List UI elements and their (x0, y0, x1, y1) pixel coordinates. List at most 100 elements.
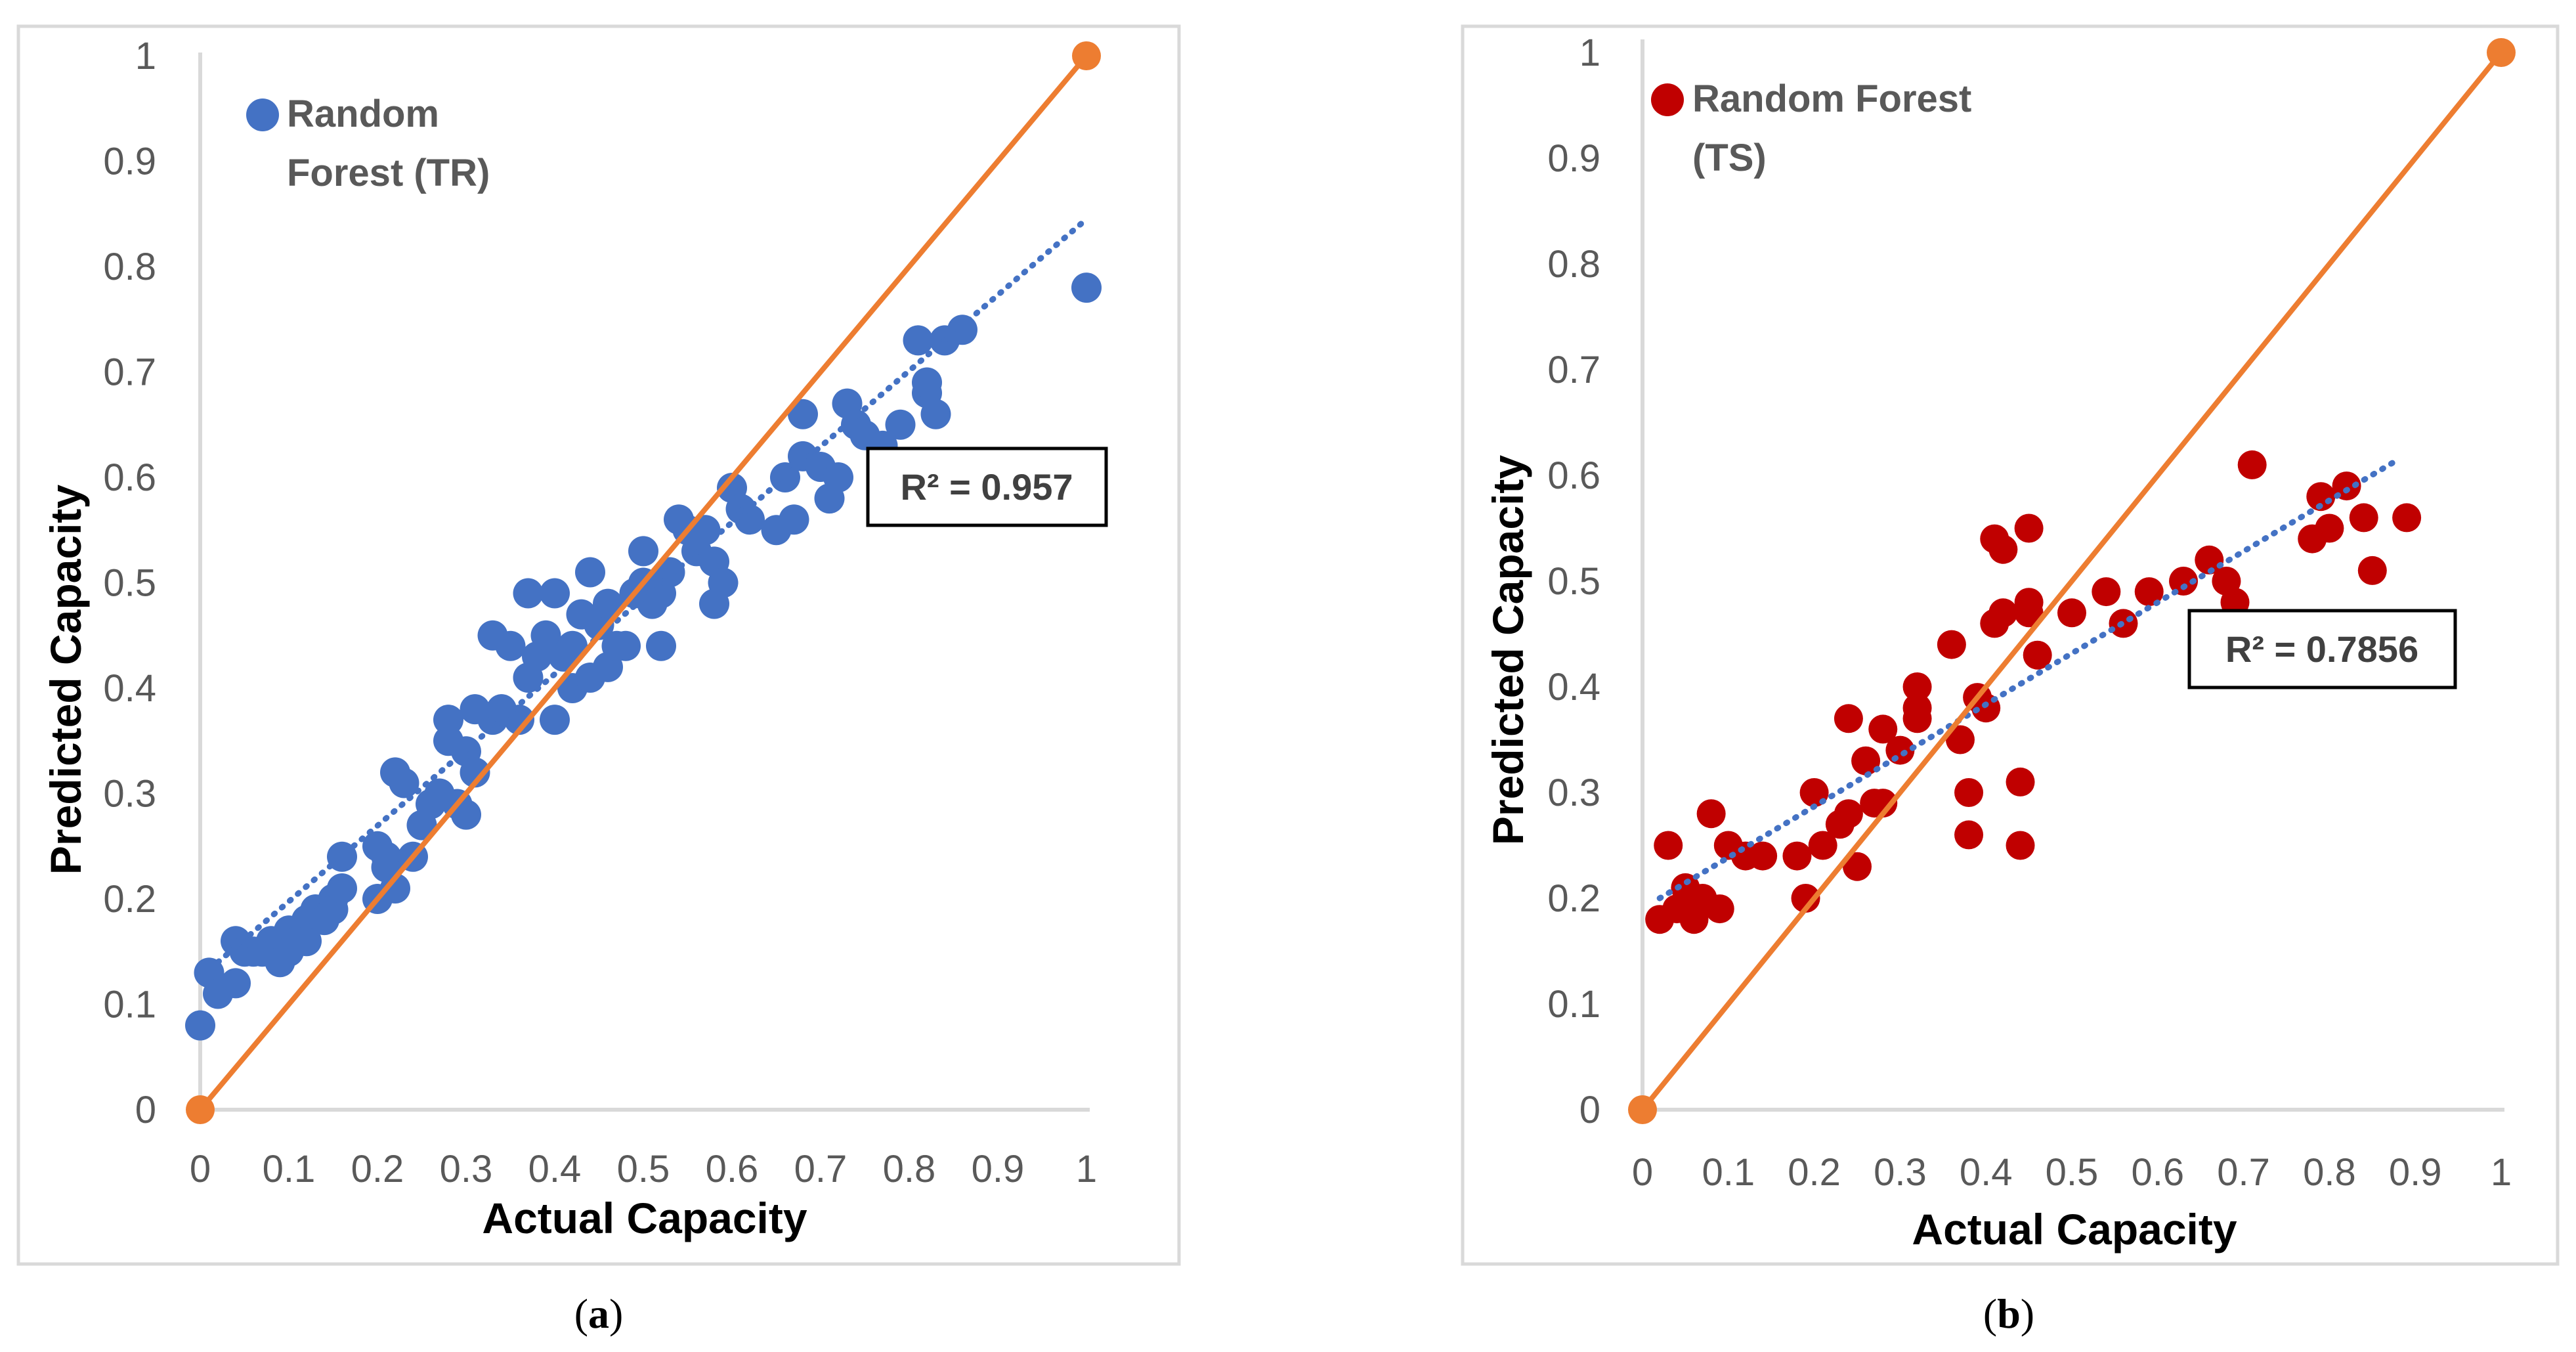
data-point (1748, 841, 1778, 871)
data-point (2237, 450, 2267, 479)
x-tick-labels: 0 0.1 0.2 0.3 0.4 0.5 0.6 0.7 0.8 0.9 1 (190, 1148, 1097, 1190)
data-point (885, 409, 916, 440)
x-tick-label: 0.3 (440, 1148, 493, 1190)
data-point (903, 325, 934, 356)
legend-label-line2: (TS) (1692, 137, 1767, 179)
data-point (504, 705, 534, 735)
data-point (1843, 852, 1872, 881)
data-point (2349, 503, 2378, 533)
data-point (2092, 577, 2121, 607)
x-tick-label: 0.2 (1788, 1151, 1841, 1194)
x-tick-label: 0.7 (794, 1148, 848, 1190)
data-point (1705, 894, 1734, 924)
chart-frame (16, 24, 1181, 1266)
x-tick-label: 0.9 (2389, 1151, 2442, 1194)
r2-annotation: R² = 0.7856 (2187, 609, 2457, 689)
x-tick-label: 0 (1632, 1151, 1653, 1194)
x-tick-label: 0.8 (883, 1148, 936, 1190)
data-point (1902, 672, 1932, 701)
data-point (530, 620, 561, 651)
data-point (2315, 513, 2344, 543)
r2-label: R² = 0.957 (900, 466, 1073, 508)
y-tick-label: 0 (1579, 1089, 1600, 1131)
y-tick-label: 0.5 (103, 562, 156, 605)
y-tick-label: 0.3 (103, 773, 156, 816)
data-point (540, 705, 570, 735)
x-tick-label: 0.4 (1960, 1151, 2013, 1194)
data-point (1834, 799, 1863, 829)
data-point (1696, 799, 1726, 829)
y-tick-label: 0.8 (1547, 243, 1600, 286)
y-tick-label: 0.3 (1547, 772, 1600, 814)
data-point (327, 873, 357, 904)
data-point (1782, 841, 1812, 871)
data-point (1954, 820, 1984, 850)
y-tick-label: 0.8 (103, 246, 156, 288)
r2-box (2187, 609, 2457, 689)
data-point (451, 799, 481, 830)
data-point (912, 367, 942, 398)
data-point (646, 630, 676, 661)
legend-marker (246, 98, 279, 131)
data-point (433, 705, 463, 735)
x-tick-label: 0.8 (2303, 1151, 2356, 1194)
r2-box (866, 447, 1108, 527)
data-point (593, 588, 623, 619)
data-point (2006, 831, 2035, 860)
data-point (947, 315, 977, 345)
x-tick-label: 0.6 (2131, 1151, 2184, 1194)
data-point (460, 757, 490, 788)
x-tick-label: 0.2 (351, 1148, 404, 1190)
y-tick-label: 0.6 (103, 456, 156, 499)
data-point (540, 578, 570, 609)
y-tick-label: 0.1 (1547, 983, 1600, 1026)
plot-area (1628, 38, 2516, 1124)
data-point (1791, 884, 1820, 913)
data-point (2357, 556, 2387, 585)
identity-line (1640, 51, 2504, 1112)
x-axis-title: Actual Capacity (1912, 1205, 2237, 1254)
legend-marker (1651, 83, 1684, 116)
x-tick-label: 0.6 (706, 1148, 759, 1190)
chart-panel-a: 0 0.1 0.2 0.3 0.4 0.5 0.6 0.7 0.8 0.9 1 0 0.1 0.2 0.3… (16, 24, 1181, 1337)
x-tick-label: 0.4 (528, 1148, 582, 1190)
data-point (575, 557, 605, 588)
data-point (823, 462, 853, 492)
y-tick-label: 0.7 (1547, 349, 1600, 391)
legend-label-line1: Random Forest (1692, 77, 1971, 120)
data-point (1071, 273, 1102, 303)
y-axis-title: Predicted Capacity (1484, 455, 1532, 846)
data-point (1945, 725, 1975, 754)
y-tick-label: 0.5 (1547, 560, 1600, 603)
y-tick-label: 0.7 (103, 351, 156, 394)
data-point (1937, 630, 1966, 659)
data-point (1868, 789, 1898, 818)
y-tick-label: 0 (135, 1089, 156, 1131)
y-tick-label: 0.9 (1547, 137, 1600, 180)
data-point (788, 399, 818, 429)
caption: (a) (574, 1290, 624, 1337)
x-tick-label: 0.1 (263, 1148, 316, 1190)
data-point (327, 841, 357, 872)
data-point (513, 578, 544, 609)
x-tick-label: 1 (2491, 1151, 2512, 1194)
data-point (708, 567, 739, 598)
x-tick-label: 1 (1076, 1148, 1097, 1190)
data-point (2134, 577, 2164, 607)
identity-line-marker (2487, 38, 2516, 67)
identity-line-marker (1072, 41, 1101, 70)
data-point (1868, 714, 1898, 744)
data-point (1988, 534, 2018, 564)
data-point (1851, 746, 1881, 775)
x-tick-label: 0 (190, 1148, 211, 1190)
legend-label-line2: Forest (TR) (287, 152, 490, 194)
data-point (2169, 567, 2199, 596)
data-point (2392, 503, 2422, 533)
y-tick-labels: 0 0.1 0.2 0.3 0.4 0.5 0.6 0.7 0.8 0.9 1 (1547, 32, 1600, 1131)
data-point (920, 399, 951, 429)
data-point (1954, 778, 1984, 807)
r2-label: R² = 0.7856 (2225, 628, 2418, 670)
y-tick-label: 0.9 (103, 141, 156, 183)
data-point (380, 873, 410, 904)
